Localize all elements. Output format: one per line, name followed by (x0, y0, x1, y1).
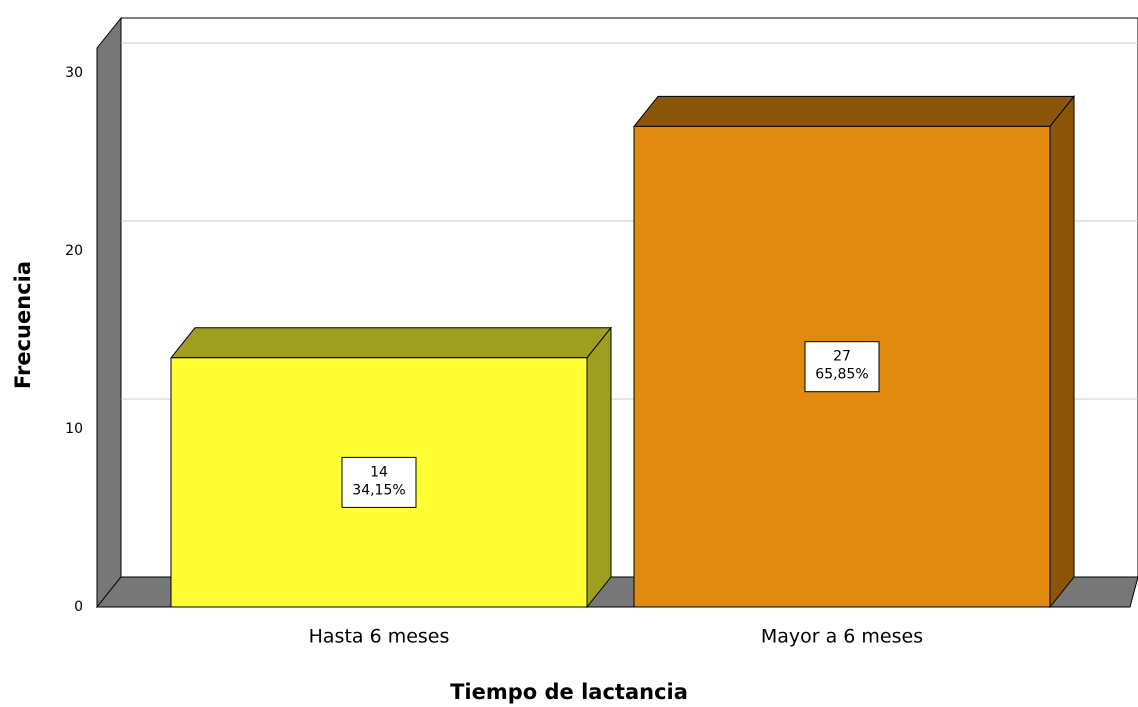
bar-top (169, 327, 613, 359)
y-tick-label: 0 (74, 599, 83, 615)
y-tick-label: 10 (65, 421, 83, 437)
data-label: 14 (370, 464, 388, 480)
x-tick-label: Mayor a 6 meses (761, 626, 923, 648)
data-label-box (804, 341, 880, 393)
y-axis-title: Frecuencia (11, 261, 35, 389)
bar-top (632, 95, 1076, 127)
x-tick-label: Hasta 6 meses (309, 626, 450, 648)
data-label-percent: 65,85% (815, 367, 868, 383)
y-tick-label: 30 (65, 65, 83, 81)
bar-side (1049, 94, 1075, 609)
data-label-percent: 34,15% (352, 482, 405, 498)
data-label: 27 (833, 349, 851, 365)
bar-side (586, 326, 612, 609)
x-axis-title: Tiempo de lactancia (450, 680, 688, 704)
y-tick-label: 20 (65, 243, 83, 259)
side-wall (96, 16, 122, 609)
data-label-box (341, 456, 417, 508)
